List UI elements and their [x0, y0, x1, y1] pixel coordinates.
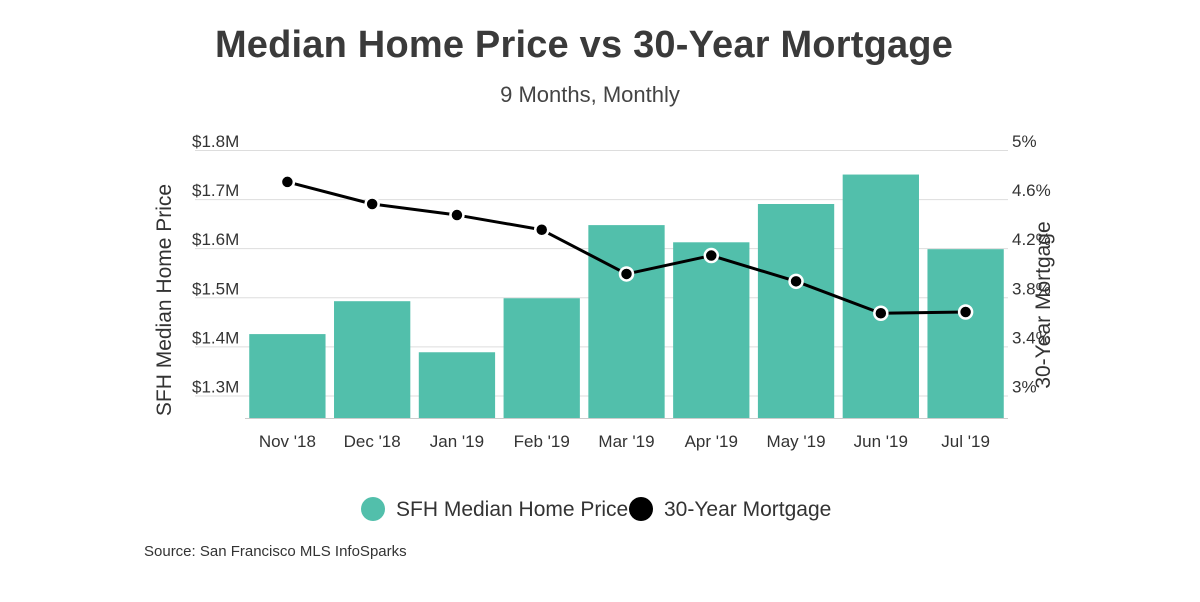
bar — [757, 204, 835, 418]
mortgage-point — [703, 247, 720, 264]
mortgage-point — [957, 304, 974, 320]
y-tick-label: $1.6M — [192, 230, 239, 249]
bar — [927, 249, 1004, 418]
mortgage-point — [449, 207, 465, 223]
x-tick-label: Feb '19 — [514, 432, 570, 451]
y2-axis-title: 30-Year Mortgage — [1032, 221, 1055, 388]
mortgage-point — [788, 273, 804, 290]
legend-swatch-mortgage — [629, 497, 653, 521]
x-tick-label: Jan '19 — [430, 432, 484, 451]
line-series — [279, 174, 974, 321]
bar-series — [249, 174, 1004, 418]
bar — [588, 225, 665, 418]
x-tick-label: Jun '19 — [854, 432, 908, 451]
bar — [418, 352, 496, 418]
mortgage-point — [533, 222, 550, 238]
y2-tick-label: 4.2% — [1012, 230, 1051, 249]
bar — [842, 174, 919, 418]
mortgage-point — [873, 305, 889, 321]
chart-title: Median Home Price vs 30-Year Mortgage — [214, 24, 954, 66]
legend-swatch-price — [361, 497, 385, 521]
y-tick-label: $1.4M — [192, 328, 239, 347]
y2-tick-label: 3.4% — [1012, 328, 1051, 347]
y2-tick-label: 4.6% — [1012, 181, 1051, 200]
y2-tick-label: 3% — [1012, 377, 1037, 396]
x-tick-label: May '19 — [767, 432, 826, 451]
bar — [249, 334, 326, 418]
mortgage-point — [618, 266, 635, 282]
bar — [673, 242, 750, 418]
legend-label-price: SFH Median Home Price — [396, 498, 628, 521]
axes: $1.3M $1.4M $1.5M $1.6M $1.7M $1.8M 3% 3.4% 3.8%… — [153, 132, 1055, 451]
y-tick-label: $1.7M — [192, 181, 239, 200]
x-tick-label: Jul '19 — [941, 432, 990, 451]
mortgage-point — [279, 174, 296, 190]
y-tick-label: $1.5M — [192, 279, 239, 298]
chart-subtitle: 9 Months, Monthly — [500, 82, 680, 107]
x-tick-label: Nov '18 — [259, 432, 316, 451]
bar — [334, 301, 411, 418]
y-axis-title: SFH Median Home Price — [153, 184, 176, 416]
legend-label-mortgage: 30-Year Mortgage — [664, 498, 831, 521]
y-tick-label: $1.8M — [192, 132, 239, 151]
mortgage-point — [364, 196, 380, 212]
x-tick-label: Mar '19 — [598, 432, 654, 451]
y-tick-label: $1.3M — [192, 377, 239, 396]
source-note: Source: San Francisco MLS InfoSparks — [144, 543, 407, 560]
bar — [503, 298, 580, 418]
y2-tick-label: 5% — [1012, 132, 1037, 151]
y2-tick-label: 3.8% — [1012, 279, 1051, 298]
legend: SFH Median Home Price 30-Year Mortgage — [361, 497, 831, 521]
x-tick-label: Apr '19 — [685, 432, 738, 451]
x-tick-label: Dec '18 — [344, 432, 401, 451]
